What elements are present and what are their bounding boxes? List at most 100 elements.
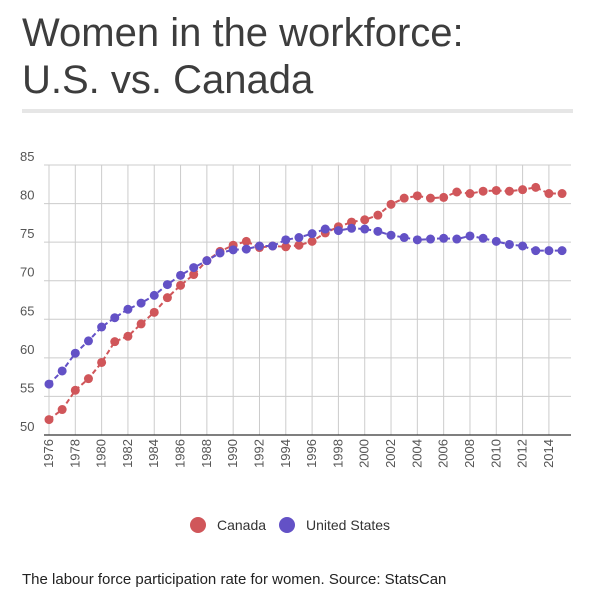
- y-tick-label: 50: [20, 419, 34, 434]
- x-tick-label: 1994: [278, 439, 293, 468]
- x-tick-label: 1998: [330, 439, 345, 468]
- data-point: [518, 241, 528, 251]
- data-point: [452, 187, 462, 197]
- data-point: [307, 236, 317, 246]
- data-point: [491, 236, 501, 246]
- data-point: [504, 186, 514, 196]
- data-point: [57, 405, 67, 415]
- series-line: [48, 186, 563, 421]
- data-point: [97, 322, 107, 332]
- legend-swatch: [279, 517, 295, 533]
- x-tick-label: 2012: [515, 439, 530, 468]
- data-point: [347, 217, 357, 227]
- x-tick-label: 2004: [409, 439, 424, 468]
- data-point: [70, 385, 80, 395]
- data-point: [215, 248, 225, 258]
- data-point: [44, 415, 54, 425]
- data-point: [162, 280, 172, 290]
- data-point: [228, 245, 238, 255]
- x-tick-label: 1992: [251, 439, 266, 468]
- data-point: [504, 239, 514, 249]
- data-point: [254, 241, 264, 251]
- series-canada: [44, 182, 567, 425]
- x-tick-label: 1976: [41, 439, 56, 468]
- data-point: [176, 270, 186, 280]
- data-point: [70, 348, 80, 358]
- data-point: [241, 236, 251, 246]
- x-tick-label: 1982: [120, 439, 135, 468]
- data-point: [426, 234, 436, 244]
- chart-caption: The labour force participation rate for …: [22, 571, 447, 588]
- data-point: [149, 290, 159, 300]
- x-tick-label: 2014: [541, 439, 556, 468]
- legend-swatch: [190, 517, 206, 533]
- data-point: [373, 210, 383, 220]
- data-point: [465, 189, 475, 199]
- x-tick-label: 1990: [225, 439, 240, 468]
- data-point: [478, 233, 488, 243]
- x-tick-label: 2000: [357, 439, 372, 468]
- data-point: [531, 246, 541, 256]
- data-point: [123, 331, 133, 341]
- data-point: [544, 246, 554, 256]
- title-line-1: Women in the workforce:: [22, 11, 464, 55]
- data-point: [57, 366, 67, 376]
- data-point: [360, 215, 370, 225]
- x-tick-label: 2002: [383, 439, 398, 468]
- data-point: [347, 223, 357, 233]
- data-point: [281, 235, 291, 245]
- data-point: [83, 374, 93, 384]
- data-point: [97, 357, 107, 367]
- data-point: [320, 224, 330, 234]
- x-tick-label: 2006: [436, 439, 451, 468]
- y-tick-label: 65: [20, 303, 34, 318]
- title-divider: [22, 109, 573, 113]
- data-point: [189, 263, 199, 273]
- data-point: [386, 230, 396, 240]
- x-tick-label: 1984: [146, 439, 161, 468]
- x-tick-label: 1988: [199, 439, 214, 468]
- legend-label: United States: [306, 517, 390, 533]
- data-point: [544, 189, 554, 199]
- x-tick-label: 2008: [462, 439, 477, 468]
- legend-item-united-states: United States: [279, 517, 390, 533]
- x-axis-ticks: 1976 1978 1980 1982 1984 1986 1988 1990 1992 1994…: [41, 439, 556, 468]
- data-point: [465, 231, 475, 241]
- data-point: [491, 185, 501, 195]
- data-point: [268, 241, 278, 251]
- data-point: [478, 186, 488, 196]
- data-point: [333, 226, 343, 236]
- data-point: [149, 307, 159, 317]
- data-point: [83, 336, 93, 346]
- data-point: [241, 244, 251, 254]
- series-united-states: [44, 223, 567, 389]
- x-tick-label: 1986: [173, 439, 188, 468]
- data-point: [136, 319, 146, 329]
- y-tick-label: 60: [20, 342, 34, 357]
- data-point: [307, 229, 317, 239]
- y-tick-label: 55: [20, 380, 34, 395]
- data-point: [176, 280, 186, 290]
- x-tick-label: 1978: [67, 439, 82, 468]
- y-tick-label: 70: [20, 265, 34, 280]
- x-tick-label: 2010: [488, 439, 503, 468]
- series-layer: [44, 182, 567, 425]
- data-point: [399, 233, 409, 243]
- data-point: [518, 185, 528, 195]
- legend-label: Canada: [217, 517, 266, 533]
- y-tick-label: 85: [20, 149, 34, 164]
- data-point: [412, 235, 422, 245]
- chart-grid: [44, 164, 571, 436]
- data-point: [557, 189, 567, 199]
- line-chart: 50 55 60 65 70 75 80 85 1976 1978 1980 1982 1984 198…: [20, 149, 571, 533]
- legend-item-canada: Canada: [190, 517, 266, 533]
- data-point: [439, 192, 449, 202]
- y-axis-ticks: 50 55 60 65 70 75 80 85: [20, 149, 34, 434]
- y-tick-label: 75: [20, 226, 34, 241]
- data-point: [110, 337, 120, 347]
- chart-title: Women in the workforce: U.S. vs. Canada: [22, 10, 464, 104]
- data-point: [136, 298, 146, 308]
- data-point: [439, 233, 449, 243]
- data-point: [189, 270, 199, 280]
- data-point: [202, 256, 212, 266]
